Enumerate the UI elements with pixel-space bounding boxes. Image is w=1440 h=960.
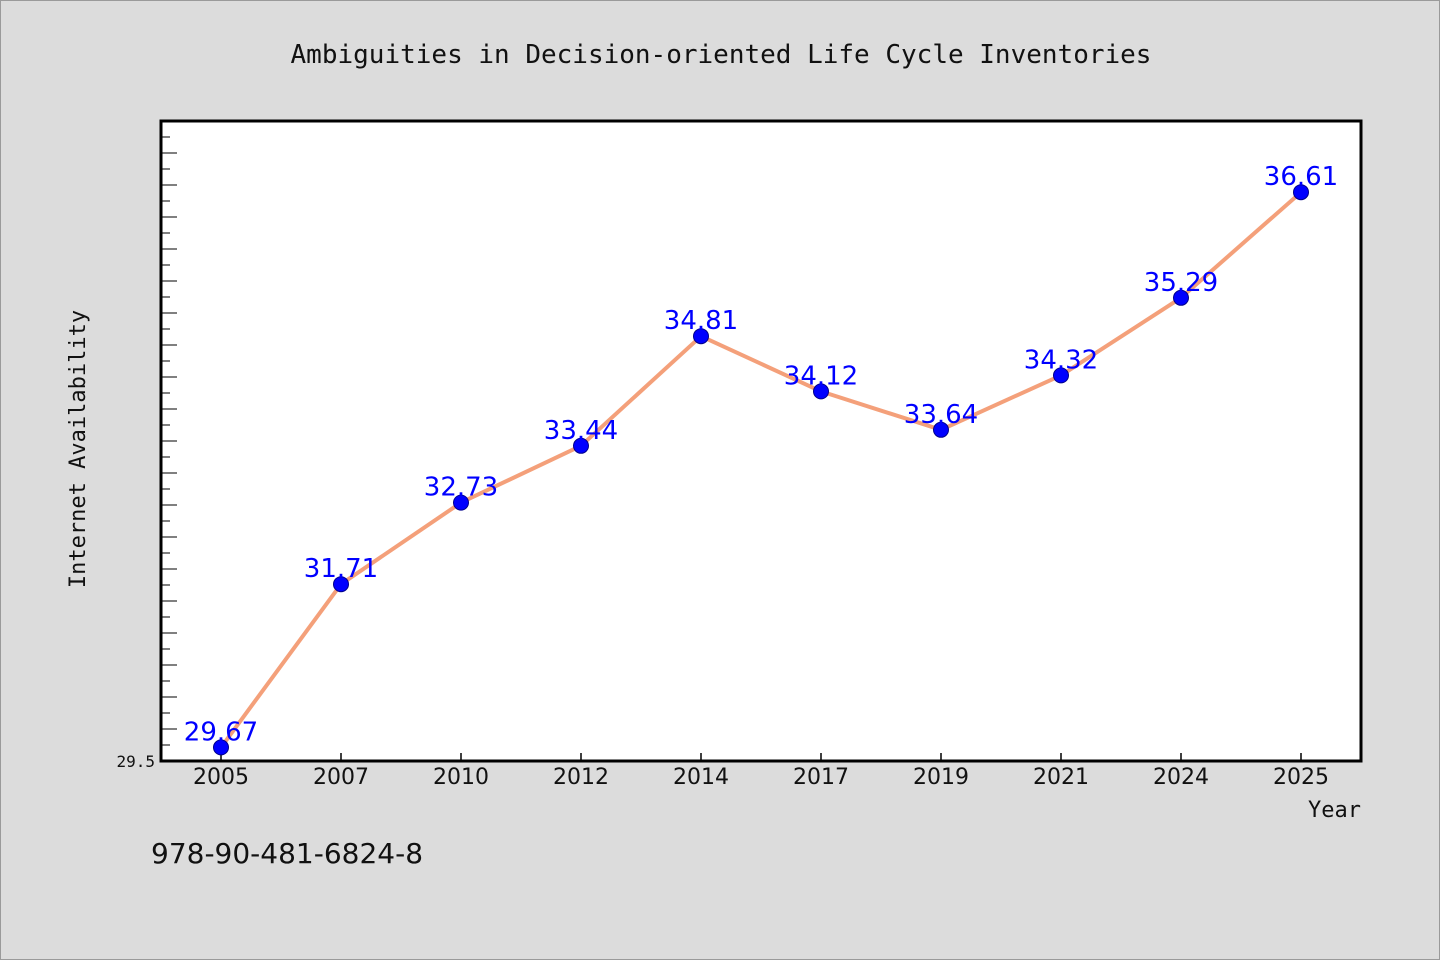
data-point-2012 — [573, 437, 589, 454]
data-label-2025: 36.61 — [1264, 162, 1338, 192]
x-axis-ticks — [220, 753, 1302, 761]
y-axis-title: Internet Availability — [66, 310, 91, 588]
data-point-2014 — [693, 328, 709, 345]
data-label-2021: 34.32 — [1024, 345, 1098, 375]
x-tick-label-2021: 2021 — [1033, 765, 1089, 790]
x-tick-label-2014: 2014 — [673, 765, 729, 790]
x-tick-label-2010: 2010 — [433, 765, 489, 790]
x-tick-label-2012: 2012 — [553, 765, 609, 790]
data-label-2007: 31.71 — [304, 554, 378, 584]
data-label-2017: 34.12 — [784, 361, 858, 391]
data-point-2024 — [1173, 289, 1189, 306]
x-tick-label-2007: 2007 — [313, 765, 369, 790]
data-point-2017 — [813, 383, 829, 400]
data-labels: 29.67 31.71 32.73 33.44 34.81 34.12 33.64 34.32… — [184, 162, 1338, 747]
data-point-2005 — [213, 739, 229, 756]
x-tick-label-2019: 2019 — [913, 765, 969, 790]
x-axis-title: Year — [1308, 798, 1361, 823]
y-axis-ticks — [161, 136, 177, 746]
footnote-isbn: 978-90-481-6824-8 — [151, 837, 423, 870]
series-line — [219, 190, 1303, 749]
x-tick-label-2025: 2025 — [1273, 765, 1329, 790]
x-tick-label-2017: 2017 — [793, 765, 849, 790]
data-label-2014: 34.81 — [664, 306, 738, 336]
data-label-2024: 35.29 — [1144, 268, 1218, 298]
data-label-2012: 33.44 — [544, 416, 618, 446]
series-markers — [213, 184, 1309, 756]
data-label-2019: 33.64 — [904, 400, 978, 430]
data-point-2010 — [453, 494, 469, 511]
y-axis-min-label: 29.5 — [116, 752, 155, 771]
data-label-2005: 29.67 — [184, 717, 258, 747]
data-point-2007 — [333, 576, 349, 593]
data-label-2010: 32.73 — [424, 473, 498, 503]
x-tick-label-2005: 2005 — [193, 765, 249, 790]
plot-area — [159, 119, 1363, 763]
x-tick-label-2024: 2024 — [1153, 765, 1209, 790]
x-axis-tick-labels: 2005 2007 2010 2012 2014 2017 2019 2021 2024 2025 — [193, 765, 1329, 790]
data-point-2021 — [1053, 367, 1069, 384]
data-point-2019 — [933, 421, 949, 438]
data-point-2025 — [1293, 184, 1309, 201]
chart-title: Ambiguities in Decision-oriented Life Cy… — [291, 40, 1152, 70]
